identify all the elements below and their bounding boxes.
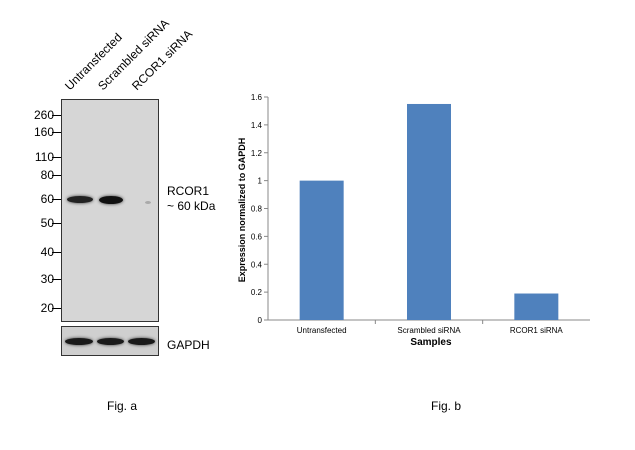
bar-untransfected (299, 180, 344, 320)
fig-b-caption: Fig. b (431, 399, 462, 413)
band-rcor1-sirna (145, 201, 151, 204)
x-tick-label: Untransfected (297, 326, 347, 335)
gapdh-label: GAPDH (167, 338, 210, 352)
fig-a-caption: Fig. a (107, 399, 138, 413)
y-tick-label: 0 (258, 316, 263, 325)
bar-rcor1-sirna (514, 293, 559, 320)
marker-30: 30 (40, 272, 54, 286)
gapdh-band-untransfected (65, 338, 93, 345)
marker-40: 40 (40, 245, 54, 259)
band-scrambled-sirna (99, 196, 123, 204)
marker-tick-50 (52, 223, 61, 224)
gapdh-blot-panel (61, 326, 159, 356)
x-tick-label: RCOR1 siRNA (510, 326, 564, 335)
band-untransfected (67, 196, 93, 203)
marker-160: 160 (33, 125, 54, 139)
target-size: ~ 60 kDa (167, 199, 216, 213)
rcor1-blot-panel (61, 99, 159, 322)
y-tick-label: 0.4 (251, 260, 263, 269)
y-tick-label: 1.2 (251, 149, 263, 158)
y-axis-title: Expression normalized to GAPDH (237, 138, 247, 283)
marker-tick-110 (52, 157, 61, 158)
marker-tick-80 (52, 175, 61, 176)
y-tick-label: 1 (258, 177, 263, 186)
marker-110: 110 (34, 150, 54, 164)
x-tick-label: Scrambled siRNA (397, 326, 461, 335)
marker-tick-60 (52, 199, 61, 200)
gapdh-band-rcor1-sirna (128, 338, 155, 345)
x-axis-title: Samples (410, 337, 452, 348)
target-name: RCOR1 (167, 184, 210, 198)
y-tick-label: 0.8 (251, 205, 263, 214)
y-tick-label: 0.6 (251, 232, 263, 241)
marker-50: 50 (40, 216, 54, 230)
marker-tick-40 (52, 252, 61, 253)
marker-80: 80 (40, 168, 54, 182)
marker-tick-30 (52, 279, 61, 280)
bar-scrambled-sirna (407, 103, 451, 320)
target-label: RCOR1 ~ 60 kDa (167, 184, 215, 214)
marker-tick-160 (52, 132, 61, 133)
marker-20: 20 (40, 301, 54, 315)
y-tick-label: 1.4 (251, 121, 263, 130)
marker-260: 260 (33, 108, 54, 122)
y-tick-label: 0.2 (251, 288, 263, 297)
y-tick-label: 1.6 (251, 93, 263, 102)
gapdh-band-scrambled-sirna (97, 338, 124, 345)
marker-60: 60 (40, 192, 54, 206)
marker-tick-260 (52, 115, 61, 116)
marker-tick-20 (52, 308, 61, 309)
